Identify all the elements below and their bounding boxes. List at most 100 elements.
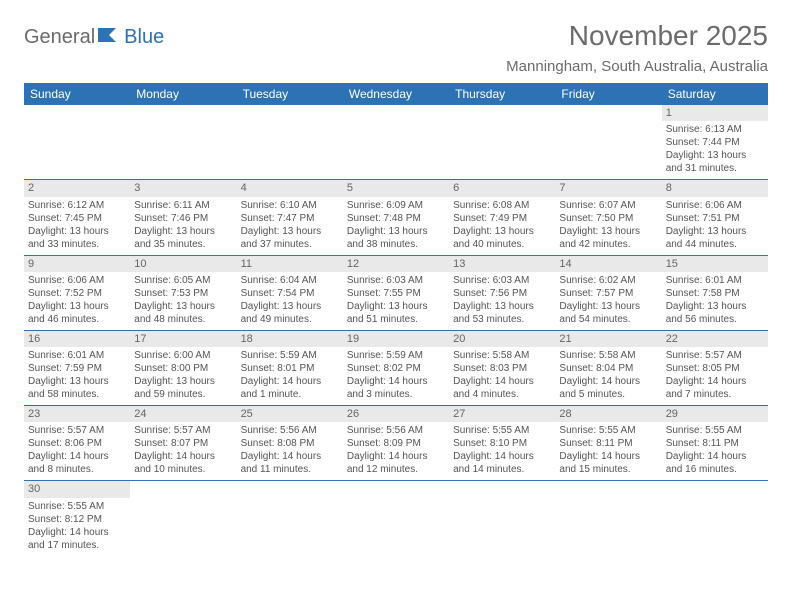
- day-cell-empty: [130, 481, 236, 555]
- daylight-line: Daylight: 13 hours and 59 minutes.: [134, 375, 232, 401]
- sunset-line: Sunset: 7:45 PM: [28, 212, 126, 225]
- day-cell-empty: [343, 481, 449, 555]
- day-cell: 27 Sunrise: 5:55 AMSunset: 8:10 PMDayligh…: [449, 406, 555, 480]
- sunset-line: Sunset: 8:09 PM: [347, 437, 445, 450]
- sunrise-line: Sunrise: 6:05 AM: [134, 274, 232, 287]
- weeks-container: 1Sunrise: 6:13 AMSunset: 7:44 PMDaylight…: [24, 105, 768, 556]
- sunset-line: Sunset: 8:08 PM: [241, 437, 339, 450]
- day-cell: 17Sunrise: 6:00 AMSunset: 8:00 PMDayligh…: [130, 331, 236, 405]
- sunrise-line: Sunrise: 5:58 AM: [559, 349, 657, 362]
- day-cell-empty: [237, 481, 343, 555]
- day-number: 23: [24, 406, 130, 422]
- daylight-line: Daylight: 14 hours and 7 minutes.: [666, 375, 764, 401]
- sunset-line: Sunset: 7:50 PM: [559, 212, 657, 225]
- day-cell: 21Sunrise: 5:58 AMSunset: 8:04 PMDayligh…: [555, 331, 661, 405]
- daylight-line: Daylight: 14 hours and 5 minutes.: [559, 375, 657, 401]
- sunrise-line: Sunrise: 6:07 AM: [559, 199, 657, 212]
- day-number: 24: [130, 406, 236, 422]
- sunrise-line: Sunrise: 6:06 AM: [28, 274, 126, 287]
- daylight-line: Daylight: 13 hours and 46 minutes.: [28, 300, 126, 326]
- daylight-line: Daylight: 14 hours and 17 minutes.: [28, 526, 126, 552]
- day-cell: 11Sunrise: 6:04 AMSunset: 7:54 PMDayligh…: [237, 256, 343, 330]
- day-number: 7: [555, 180, 661, 196]
- sunrise-line: Sunrise: 6:01 AM: [28, 349, 126, 362]
- day-cell-empty: [24, 105, 130, 179]
- day-cell: 7Sunrise: 6:07 AMSunset: 7:50 PMDaylight…: [555, 180, 661, 254]
- day-cell-empty: [662, 481, 768, 555]
- sunset-line: Sunset: 7:47 PM: [241, 212, 339, 225]
- sunset-line: Sunset: 7:49 PM: [453, 212, 551, 225]
- sunrise-line: Sunrise: 5:55 AM: [28, 500, 126, 513]
- sunrise-line: Sunrise: 6:11 AM: [134, 199, 232, 212]
- sunset-line: Sunset: 8:06 PM: [28, 437, 126, 450]
- daylight-line: Daylight: 14 hours and 4 minutes.: [453, 375, 551, 401]
- day-number: 30: [24, 481, 130, 497]
- day-number: 10: [130, 256, 236, 272]
- month-title: November 2025: [506, 20, 768, 52]
- day-cell: 30Sunrise: 5:55 AMSunset: 8:12 PMDayligh…: [24, 481, 130, 555]
- sunset-line: Sunset: 7:53 PM: [134, 287, 232, 300]
- logo-text-general: General: [24, 26, 95, 49]
- day-cell: 3Sunrise: 6:11 AMSunset: 7:46 PMDaylight…: [130, 180, 236, 254]
- day-cell: 26Sunrise: 5:56 AMSunset: 8:09 PMDayligh…: [343, 406, 449, 480]
- sunrise-line: Sunrise: 5:57 AM: [28, 424, 126, 437]
- day-number: 12: [343, 256, 449, 272]
- day-header-row: SundayMondayTuesdayWednesdayThursdayFrid…: [24, 83, 768, 105]
- daylight-line: Daylight: 13 hours and 51 minutes.: [347, 300, 445, 326]
- daylight-line: Daylight: 14 hours and 14 minutes.: [453, 450, 551, 476]
- day-cell: 19Sunrise: 5:59 AMSunset: 8:02 PMDayligh…: [343, 331, 449, 405]
- sunset-line: Sunset: 7:46 PM: [134, 212, 232, 225]
- day-number: 13: [449, 256, 555, 272]
- day-number: 8: [662, 180, 768, 196]
- logo-text-blue: Blue: [124, 26, 164, 49]
- daylight-line: Daylight: 13 hours and 38 minutes.: [347, 225, 445, 251]
- day-number: 28: [555, 406, 661, 422]
- day-cell: 13Sunrise: 6:03 AMSunset: 7:56 PMDayligh…: [449, 256, 555, 330]
- day-header: Wednesday: [343, 83, 449, 105]
- sunrise-line: Sunrise: 5:56 AM: [241, 424, 339, 437]
- calendar-page: General Blue November 2025 Manningham, S…: [0, 0, 792, 576]
- sunrise-line: Sunrise: 5:58 AM: [453, 349, 551, 362]
- sunset-line: Sunset: 8:07 PM: [134, 437, 232, 450]
- day-number: 27: [449, 406, 555, 422]
- sunrise-line: Sunrise: 5:55 AM: [453, 424, 551, 437]
- sunset-line: Sunset: 7:54 PM: [241, 287, 339, 300]
- day-cell-empty: [449, 481, 555, 555]
- day-cell-empty: [237, 105, 343, 179]
- day-number: 22: [662, 331, 768, 347]
- week-row: 2Sunrise: 6:12 AMSunset: 7:45 PMDaylight…: [24, 180, 768, 255]
- sunrise-line: Sunrise: 6:03 AM: [453, 274, 551, 287]
- sunset-line: Sunset: 8:04 PM: [559, 362, 657, 375]
- day-header: Thursday: [449, 83, 555, 105]
- daylight-line: Daylight: 13 hours and 53 minutes.: [453, 300, 551, 326]
- sunset-line: Sunset: 8:03 PM: [453, 362, 551, 375]
- day-number: 25: [237, 406, 343, 422]
- daylight-line: Daylight: 14 hours and 16 minutes.: [666, 450, 764, 476]
- day-cell: 5Sunrise: 6:09 AMSunset: 7:48 PMDaylight…: [343, 180, 449, 254]
- sunset-line: Sunset: 8:10 PM: [453, 437, 551, 450]
- sunrise-line: Sunrise: 6:08 AM: [453, 199, 551, 212]
- sunrise-line: Sunrise: 6:00 AM: [134, 349, 232, 362]
- day-number: 6: [449, 180, 555, 196]
- sunset-line: Sunset: 8:02 PM: [347, 362, 445, 375]
- sunrise-line: Sunrise: 5:56 AM: [347, 424, 445, 437]
- sunset-line: Sunset: 7:51 PM: [666, 212, 764, 225]
- daylight-line: Daylight: 13 hours and 40 minutes.: [453, 225, 551, 251]
- sunrise-line: Sunrise: 6:06 AM: [666, 199, 764, 212]
- sunset-line: Sunset: 8:01 PM: [241, 362, 339, 375]
- sunrise-line: Sunrise: 5:55 AM: [559, 424, 657, 437]
- day-number: 29: [662, 406, 768, 422]
- day-number: 16: [24, 331, 130, 347]
- daylight-line: Daylight: 13 hours and 44 minutes.: [666, 225, 764, 251]
- day-header: Sunday: [24, 83, 130, 105]
- week-row: 23 Sunrise: 5:57 AMSunset: 8:06 PM Dayligh…: [24, 406, 768, 481]
- daylight-line: Daylight: 14 hours and 12 minutes.: [347, 450, 445, 476]
- day-number: 14: [555, 256, 661, 272]
- logo: General Blue: [24, 26, 164, 49]
- day-cell: 29Sunrise: 5:55 AMSunset: 8:11 PMDayligh…: [662, 406, 768, 480]
- daylight-line: Daylight: 13 hours and 33 minutes.: [28, 225, 126, 251]
- day-cell: 23Sunrise: 5:57 AMSunset: 8:06 PMDayligh…: [24, 406, 130, 480]
- daylight-line: Daylight: 14 hours and 3 minutes.: [347, 375, 445, 401]
- day-number: 2: [24, 180, 130, 196]
- week-row: 30Sunrise: 5:55 AMSunset: 8:12 PMDayligh…: [24, 481, 768, 555]
